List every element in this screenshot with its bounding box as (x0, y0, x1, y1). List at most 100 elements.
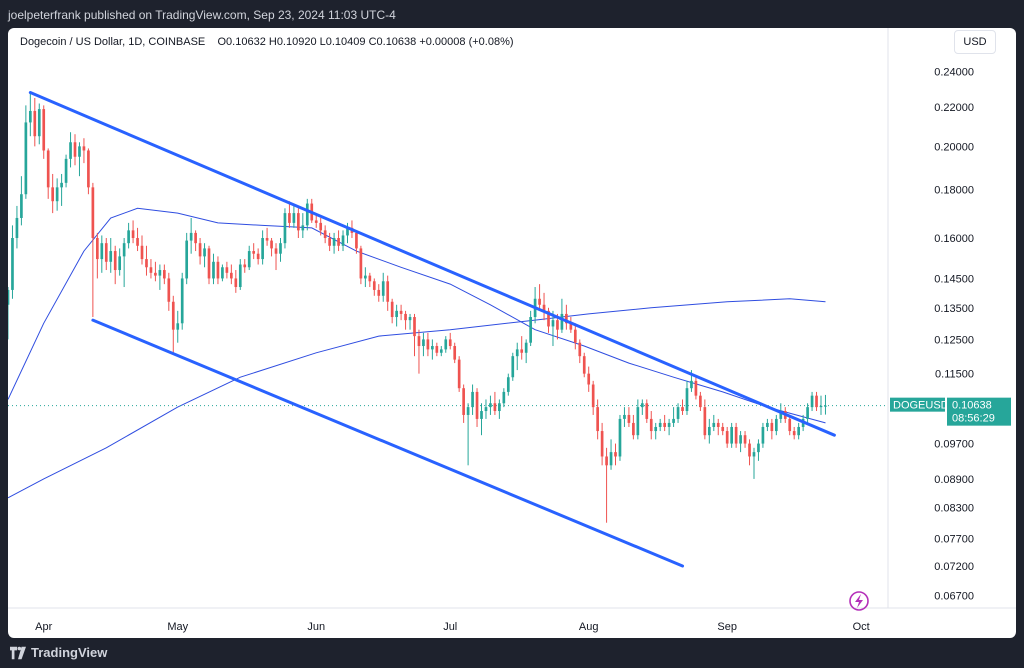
candle-body (359, 248, 363, 279)
x-tick-label: Apr (35, 621, 52, 633)
candle-body (609, 452, 613, 466)
price-chart[interactable]: 0.24000 0.22000 0.20000 0.18000 0.16000 0.145… (8, 28, 1016, 638)
candle-body (685, 388, 689, 412)
candle-body (332, 238, 336, 246)
candle-body (207, 248, 211, 279)
candle (234, 270, 238, 293)
candle (444, 336, 448, 353)
candle-body (819, 405, 823, 408)
candle (627, 407, 631, 427)
candle-body (770, 422, 774, 432)
candle (194, 230, 197, 252)
x-tick-label: Sep (717, 621, 737, 633)
candle-body (265, 238, 269, 241)
candle-body (547, 310, 550, 327)
candle-body (283, 213, 287, 244)
candle-body (721, 426, 725, 432)
candle-body (104, 243, 108, 262)
candle-body (198, 243, 202, 257)
candle-body (234, 278, 238, 288)
candle-body (752, 452, 756, 457)
candle (28, 92, 32, 137)
chart-panel: Dogecoin / US Dollar, 1D, COINBASE O0.10… (8, 28, 1016, 638)
candle-body (185, 240, 189, 279)
candle (466, 403, 470, 466)
candle-body (42, 109, 46, 151)
candle-body (212, 261, 215, 279)
candle (462, 384, 465, 423)
candle (131, 220, 135, 244)
candle-body (256, 253, 260, 260)
candle (180, 272, 184, 330)
candle (381, 272, 385, 302)
candle-body (270, 240, 273, 249)
candle-body (466, 407, 470, 415)
candle (37, 103, 41, 145)
candle (256, 248, 260, 265)
channel-trendline-lower (91, 318, 685, 568)
candle (185, 232, 189, 285)
candle-body (323, 230, 327, 239)
candle (171, 295, 175, 353)
candle (730, 422, 733, 448)
tradingview-logo-icon (10, 646, 26, 660)
candle (453, 342, 457, 364)
candle (395, 304, 398, 327)
candle-body (448, 339, 452, 347)
ohlc-values: O0.10632 H0.10920 L0.10409 C0.10638 +0.0… (217, 36, 514, 48)
candle (15, 205, 19, 249)
candle-body (377, 289, 381, 296)
candle (319, 217, 323, 236)
candle-body (462, 388, 465, 415)
candle-body (279, 243, 282, 254)
candle (301, 213, 305, 239)
candle-body (176, 323, 180, 330)
candle-body (444, 339, 448, 350)
candle-body (551, 320, 555, 327)
candle-body (471, 391, 474, 408)
candle (64, 154, 68, 188)
x-tick-label: Aug (579, 621, 599, 633)
candle (739, 431, 742, 453)
candle-body (623, 414, 626, 419)
candle-body (578, 342, 582, 357)
candle (484, 399, 488, 419)
candle-body (640, 403, 644, 408)
candle (761, 422, 765, 448)
y-tick-label: 0.09700 (934, 439, 974, 451)
candle (305, 198, 309, 231)
y-tick-label: 0.20000 (934, 141, 974, 153)
candle-body (457, 359, 461, 389)
candle-body (87, 150, 90, 188)
candle (663, 414, 666, 432)
candle-body (431, 346, 434, 350)
candle-body (422, 339, 425, 347)
y-tick-label: 0.16000 (934, 233, 974, 245)
candle (203, 243, 206, 268)
candle-body (243, 264, 247, 268)
candle-body (225, 267, 229, 273)
candle (511, 352, 515, 381)
candle-body (408, 317, 412, 321)
currency-button[interactable]: USD (954, 30, 996, 54)
candle-body (502, 391, 506, 404)
candle-body (596, 407, 599, 432)
candle (364, 267, 367, 288)
candle (372, 278, 376, 296)
candle-body (725, 431, 729, 444)
candle-body (171, 301, 175, 330)
candle (520, 336, 524, 360)
x-tick-label: Jun (307, 621, 325, 633)
published-by-header: joelpeterfrank published on TradingView.… (8, 8, 396, 22)
candle-body (319, 222, 323, 231)
candle-body (404, 313, 407, 321)
candle-body (591, 384, 595, 408)
candle (42, 105, 46, 159)
candle (216, 256, 220, 285)
candle-body (600, 431, 604, 457)
candle-body (761, 426, 765, 444)
candle-body (439, 349, 443, 353)
candle-body (489, 403, 492, 408)
candle (502, 388, 506, 408)
candle-body (230, 272, 233, 279)
